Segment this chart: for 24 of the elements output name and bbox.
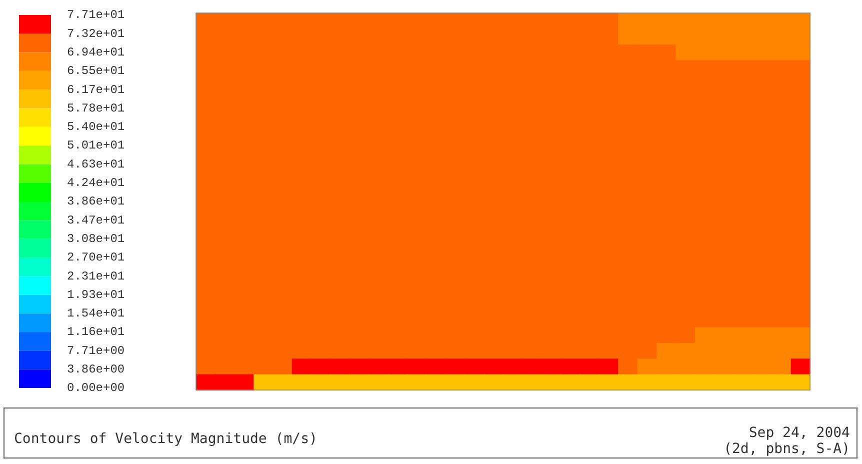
color-bar-label: 3.86e+01: [67, 194, 125, 209]
color-bar-label: 7.71e+01: [67, 8, 125, 22]
color-bar-label: 7.32e+01: [67, 26, 125, 41]
color-bar-label: 1.16e+01: [67, 325, 125, 340]
color-bar-label: 6.94e+01: [67, 45, 125, 60]
color-bar-label: 3.08e+01: [67, 232, 125, 246]
text: (2d, pbns, S-A): [724, 441, 850, 457]
color-bar-label: 5.01e+01: [67, 138, 125, 153]
color-bar-label: 2.31e+01: [67, 269, 125, 284]
text: Contours of Velocity Magnitude (m/s): [14, 431, 318, 447]
text: Sep 24, 2004: [748, 425, 850, 441]
color-bar-label: 7.71e+00: [67, 344, 125, 358]
color-bar-label: 4.63e+01: [67, 157, 125, 172]
color-bar-label: 6.17e+01: [67, 82, 125, 97]
color-bar-label: 5.40e+01: [67, 120, 125, 134]
color-bar-label: 3.86e+00: [67, 362, 125, 377]
color-bar-label: 4.24e+01: [67, 176, 125, 190]
color-bar-label: 1.93e+01: [67, 288, 125, 302]
color-bar-label: 5.78e+01: [67, 101, 125, 116]
color-bar-label: 2.70e+01: [67, 250, 125, 265]
color-bar-label: 0.00e+00: [67, 381, 125, 396]
color-bar-label: 1.54e+01: [67, 306, 125, 321]
color-bar-label: 3.47e+01: [67, 213, 125, 228]
color-bar-label: 6.55e+01: [67, 64, 125, 78]
